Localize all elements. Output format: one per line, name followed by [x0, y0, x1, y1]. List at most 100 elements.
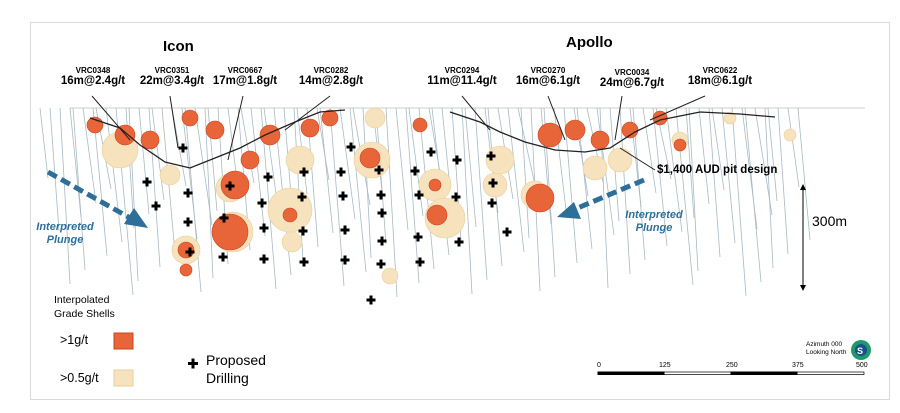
proposed-drill-cross-v: [413, 166, 417, 176]
hole-id: VRC0270: [530, 66, 566, 75]
drill-trace: [385, 107, 398, 298]
proposed-drill-cross-v: [343, 255, 347, 265]
scale-bar: [597, 371, 865, 375]
scale-tick-375: 375: [792, 362, 804, 369]
high-grade-shell: [282, 207, 298, 223]
proposed-drill-cross-v: [186, 217, 190, 227]
high-grade-shell: [179, 263, 193, 277]
drill-trace: [777, 107, 789, 255]
high-grade-shell: [321, 109, 339, 127]
proposed-drill-cross-v: [186, 188, 190, 198]
proposed-drill-cross-v: [181, 143, 185, 153]
high-grade-shell: [673, 138, 687, 152]
high-grade-shell: [300, 118, 320, 138]
high-grade-shell: [205, 120, 225, 140]
high-grade-shell: [428, 178, 442, 192]
figure-frame: [30, 22, 890, 400]
drill-trace: [105, 107, 123, 243]
drill-trace: [665, 107, 683, 233]
drill-trace: [339, 107, 356, 220]
proposed-drill-cross-v: [301, 226, 305, 236]
drill-trace: [520, 107, 530, 239]
hole-label-vrc0282: VRC0282 14m@2.8g/t: [296, 66, 366, 87]
drill-trace: [184, 107, 202, 293]
low-grade-shell: [364, 107, 386, 129]
low-grade-shell: [607, 147, 633, 173]
drill-trace: [349, 107, 367, 273]
legend-title-line2: Grade Shells: [54, 308, 115, 320]
hole-intercept: 17m@1.8g/t: [212, 75, 278, 87]
drill-trace: [250, 107, 266, 237]
high-grade-shell: [426, 204, 448, 226]
drill-trace: [685, 107, 695, 219]
scale-tick-250: 250: [726, 362, 738, 369]
hole-label-vrc0667: VRC0667 17m@1.8g/t: [210, 66, 280, 87]
high-grade-shell: [211, 213, 249, 251]
proposed-drill-cross-v: [221, 252, 225, 262]
icon-pit-title: Icon: [163, 38, 194, 55]
hole-label-vrc0270: VRC0270 16m@6.1g/t: [512, 66, 584, 87]
proposed-drill-cross-v: [341, 191, 345, 201]
proposed-drill-cross-v: [228, 181, 232, 191]
hole-id: VRC0034: [614, 68, 650, 77]
proposed-drill-cross-v: [505, 227, 509, 237]
drill-trace: [329, 107, 345, 287]
proposed-drill-cross-v: [262, 223, 266, 233]
drill-trace: [767, 107, 778, 202]
high-grade-shell: [259, 124, 281, 146]
high-grade-shell: [564, 119, 586, 141]
proposed-drill-cross-v: [369, 295, 373, 305]
proposed-drill-cross-v: [339, 167, 343, 177]
proposed-drill-cross-v: [416, 232, 420, 242]
high-grade-shell: [181, 109, 199, 127]
proposed-drill-cross-v: [266, 172, 270, 182]
high-grade-shell: [537, 122, 563, 148]
legend-low-grade-swatch: [113, 369, 134, 387]
drill-trace: [698, 107, 710, 205]
drill-trace: [652, 107, 668, 247]
svg-text:S: S: [857, 346, 863, 356]
proposed-drill-cross-v: [455, 155, 459, 165]
high-grade-shell: [412, 117, 428, 133]
hole-id: VRC0622: [702, 66, 738, 75]
drill-trace: [151, 107, 165, 201]
legend-low-grade-label: >0.5g/t: [60, 371, 99, 385]
high-grade-shell: [525, 183, 555, 213]
proposed-drill-cross-v: [429, 147, 433, 157]
low-grade-shell: [582, 155, 608, 181]
legend-high-grade-label: >1g/t: [60, 333, 89, 347]
high-grade-shell: [220, 170, 250, 200]
plunge-label-left: Interpreted Plunge: [36, 221, 94, 246]
hole-id: VRC0348: [75, 66, 111, 75]
drill-trace: [194, 107, 213, 226]
hole-intercept: 14m@2.8g/t: [298, 75, 364, 87]
proposed-drill-cross-v: [188, 247, 192, 257]
scale-tick-500: 500: [856, 362, 868, 369]
hole-id: VRC0667: [227, 66, 263, 75]
high-grade-shell: [177, 241, 195, 259]
hole-id: VRC0351: [154, 66, 190, 75]
proposed-drill-cross-v: [222, 213, 226, 223]
drill-trace: [408, 107, 424, 217]
plunge-arrow-left: [46, 169, 134, 222]
drill-trace: [405, 107, 420, 284]
hole-label-vrc0622: VRC0622 18m@6.1g/t: [684, 66, 756, 87]
legend-drilling-line2: Drilling: [206, 370, 249, 386]
low-grade-shell: [482, 172, 508, 198]
high-grade-shells: [86, 109, 687, 277]
proposed-drill-cross-v: [260, 198, 264, 208]
drill-trace: [316, 107, 330, 181]
drill-trace: [375, 107, 387, 245]
drill-trace: [708, 107, 721, 258]
proposed-drill-cross-v: [300, 192, 304, 202]
scale-tick-125: 125: [659, 362, 671, 369]
proposed-drill-cross-v: [454, 192, 458, 202]
drill-trace: [82, 107, 97, 204]
label-leaders: [91, 95, 706, 171]
legend-high-grade-swatch: [113, 332, 134, 350]
orientation-label: Azimuth 000 Looking North: [806, 341, 846, 357]
drill-trace: [642, 107, 657, 194]
high-grade-shell: [240, 150, 260, 170]
hole-id: VRC0282: [313, 66, 349, 75]
hole-intercept: 16m@2.4g/t: [60, 75, 126, 87]
